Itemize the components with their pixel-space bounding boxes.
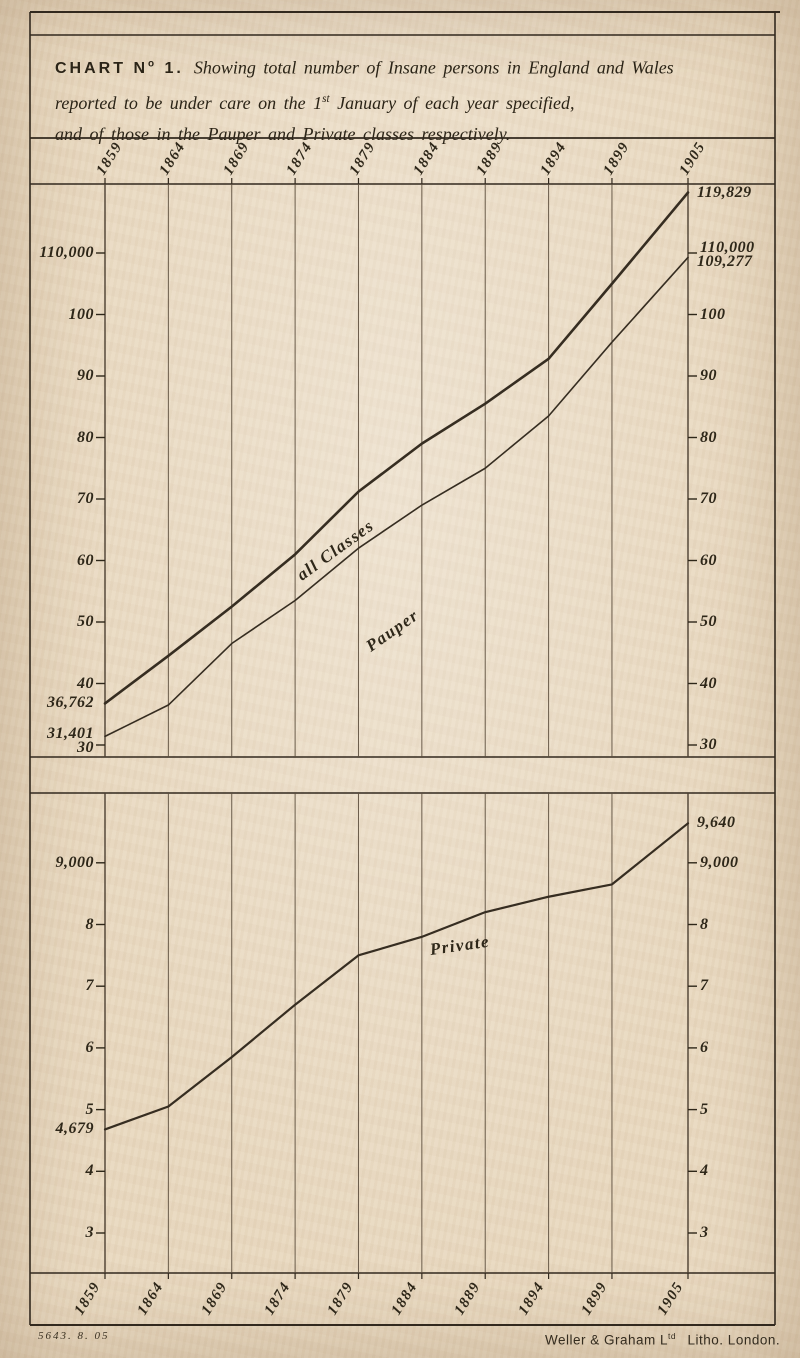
y-axis-label-60-left: 60 xyxy=(77,551,94,569)
y-axis-label-9-000-right: 9,000 xyxy=(700,853,739,871)
chart-title: CHART No 1. Showing total number of Insan… xyxy=(55,49,745,150)
y-axis-label-9-000-left: 9,000 xyxy=(55,853,94,871)
y-axis-label-90-right: 90 xyxy=(700,367,717,384)
value-annotation-109-277-right: 109,277 xyxy=(697,253,753,271)
y-axis-label-100-right: 100 xyxy=(700,305,726,323)
y-axis-label-5-left: 5 xyxy=(85,1100,94,1118)
series-line-pauper xyxy=(104,256,689,738)
y-axis-label-70-right: 70 xyxy=(700,490,717,507)
y-axis-label-30-right: 30 xyxy=(700,736,717,753)
y-axis-label-30-left: 30 xyxy=(77,738,94,756)
y-axis-label-80-right: 80 xyxy=(700,428,717,446)
y-axis-label-100-left: 100 xyxy=(68,305,94,323)
y-axis-label-4-left: 4 xyxy=(85,1162,94,1180)
title-line-1: CHART No 1. Showing total number of Insan… xyxy=(55,57,674,78)
y-axis-label-60-right: 60 xyxy=(700,551,717,569)
y-axis-label-40-left: 40 xyxy=(77,674,94,692)
y-axis-label-110-000-left: 110,000 xyxy=(39,244,94,261)
y-axis-label-110-000-right: 110,000 xyxy=(700,239,755,257)
value-annotation-4-679-left: 4,679 xyxy=(55,1120,94,1138)
title-line-3: and of those in the Pauper and Private c… xyxy=(55,124,511,145)
y-axis-label-90-left: 90 xyxy=(77,367,94,384)
print-code: 5643. 8. 05 xyxy=(38,1330,110,1342)
y-axis-label-7-right: 7 xyxy=(700,977,709,995)
y-axis-label-4-right: 4 xyxy=(700,1162,709,1180)
value-annotation-9-640-right: 9,640 xyxy=(697,814,736,832)
y-axis-label-5-right: 5 xyxy=(700,1100,709,1118)
y-axis-label-7-left: 7 xyxy=(85,977,94,995)
series-line-all-classes xyxy=(103,191,690,705)
series-line-private xyxy=(103,822,690,1131)
y-axis-label-8-right: 8 xyxy=(700,915,709,933)
y-axis-label-8-left: 8 xyxy=(85,915,94,933)
y-axis-label-50-right: 50 xyxy=(700,613,717,630)
value-annotation-119-829-right: 119,829 xyxy=(697,183,752,201)
value-annotation-31-401-left: 31,401 xyxy=(47,724,94,742)
chart-number-heading: CHART No 1. xyxy=(55,59,184,78)
title-line-2: reported to be under care on the 1st Jan… xyxy=(55,93,575,114)
y-axis-label-80-left: 80 xyxy=(77,428,94,446)
y-axis-label-3-right: 3 xyxy=(700,1224,709,1241)
y-axis-label-70-left: 70 xyxy=(77,490,94,507)
y-axis-label-3-left: 3 xyxy=(85,1224,94,1241)
y-axis-label-6-left: 6 xyxy=(85,1038,94,1056)
lithographer-credit: Weller & Graham Ltd Litho. London. xyxy=(545,1331,781,1348)
y-axis-label-50-left: 50 xyxy=(77,613,94,630)
y-axis-label-40-right: 40 xyxy=(700,674,717,692)
value-annotation-36-762-left: 36,762 xyxy=(47,694,94,712)
y-axis-label-6-right: 6 xyxy=(700,1038,709,1056)
